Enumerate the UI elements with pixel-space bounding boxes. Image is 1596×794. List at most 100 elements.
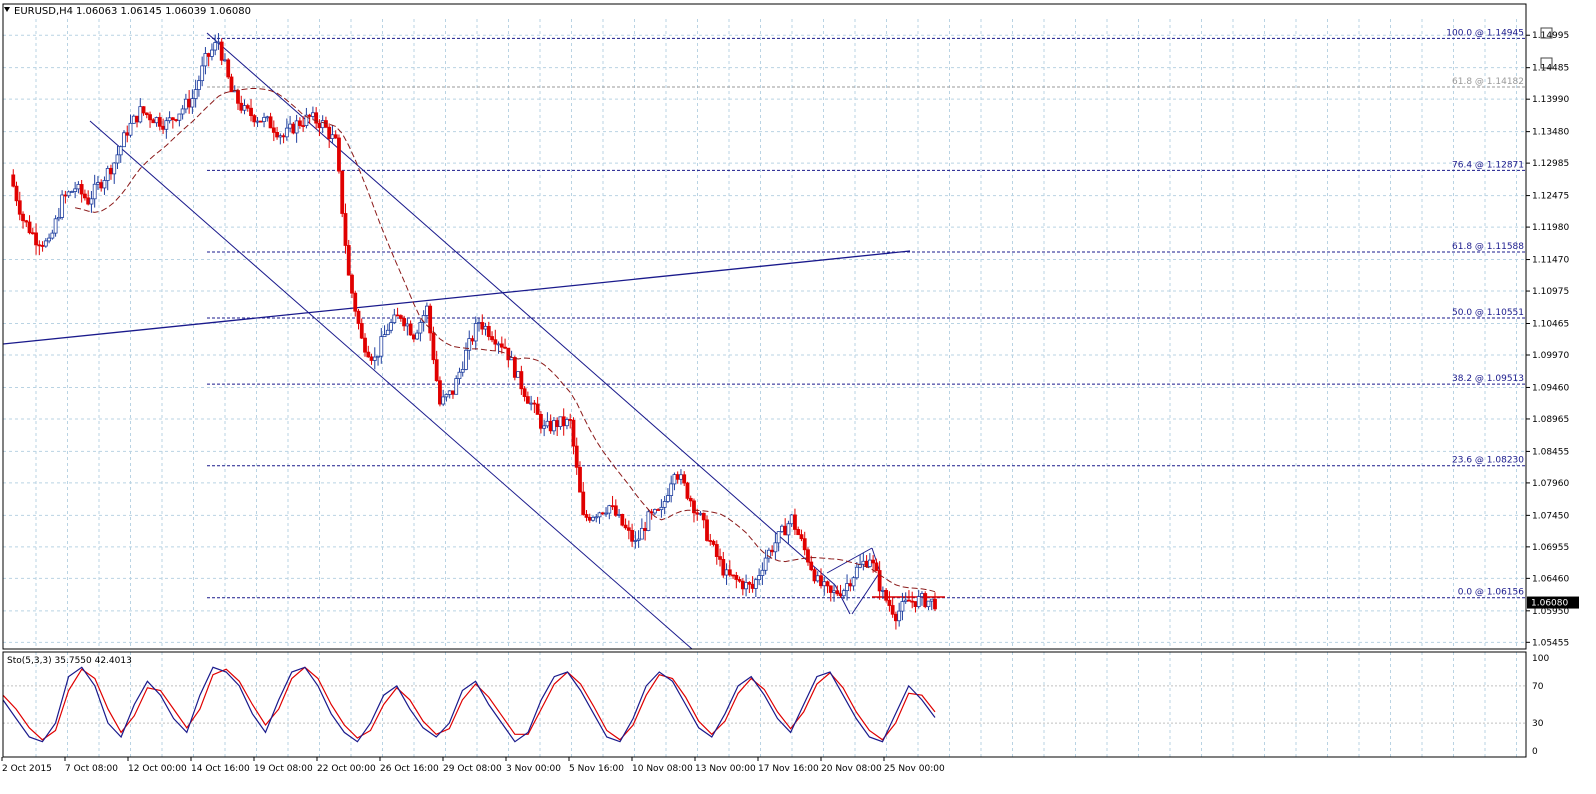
y-tick-label: 1.06955 — [1532, 543, 1569, 553]
candle-body — [21, 213, 25, 222]
candle-body — [148, 114, 152, 121]
mini-channel-upper — [826, 547, 873, 574]
candle-body — [789, 514, 794, 525]
candle-body — [50, 232, 55, 239]
candle-body — [288, 123, 293, 129]
candle-body — [69, 191, 74, 193]
candle-body — [434, 359, 439, 382]
candle-body — [17, 200, 22, 215]
candle-body — [411, 334, 416, 340]
candle-body — [89, 198, 94, 205]
candle-body — [27, 221, 32, 234]
candle-body — [802, 538, 807, 551]
candle-body — [633, 540, 638, 542]
candle-body — [812, 569, 817, 582]
candle-body — [125, 132, 130, 136]
candle-body — [604, 512, 608, 515]
x-tick-label: 22 Oct 00:00 — [317, 764, 376, 774]
candle-body — [594, 516, 599, 519]
candle-body — [682, 474, 687, 484]
candle-body — [600, 512, 605, 515]
candle-body — [343, 213, 348, 246]
moving-average — [74, 88, 936, 593]
candle-body — [105, 168, 110, 181]
candle-body — [548, 420, 553, 432]
fib-label: 61.8 @ 1.14182 — [1452, 77, 1524, 87]
candle-body — [324, 120, 328, 128]
candle-body — [444, 394, 449, 398]
y-tick-label: 1.11980 — [1532, 223, 1569, 233]
candle-body — [887, 599, 892, 606]
candle-body — [483, 325, 488, 330]
x-tick-label: 12 Oct 00:00 — [128, 764, 187, 774]
fib-label: 76.4 @ 1.12871 — [1452, 160, 1524, 170]
candle-body — [659, 506, 664, 510]
candle-body — [516, 371, 520, 378]
candle-body — [451, 390, 455, 395]
candle-body — [525, 396, 530, 404]
candle-body — [297, 120, 302, 126]
candle-body — [806, 549, 810, 563]
y-tick-label: 1.05455 — [1532, 638, 1569, 648]
y-tick-label: 1.13480 — [1532, 128, 1569, 138]
candle-body — [649, 511, 654, 514]
candle-body — [40, 245, 45, 247]
scale-fix-icon — [1540, 57, 1553, 69]
candle-body — [337, 137, 341, 172]
collapse-triangle-icon[interactable] — [4, 7, 10, 12]
candle-body — [848, 583, 853, 587]
candle-body — [916, 596, 921, 607]
candle-body — [431, 332, 436, 361]
candle-body — [734, 575, 739, 580]
sto-tick-label: 100 — [1532, 654, 1549, 664]
panel-frames — [2, 3, 1553, 758]
candle-body — [578, 466, 582, 493]
sto-tick-label: 0 — [1532, 747, 1538, 757]
candle-body — [552, 420, 556, 432]
candle-body — [496, 343, 501, 346]
fib-label: 23.6 @ 1.08230 — [1452, 456, 1524, 466]
candle-body — [239, 102, 244, 111]
sto-signal-line — [2, 666, 936, 741]
mini-channel-lower — [851, 571, 881, 615]
x-tick-label: 5 Nov 16:00 — [569, 764, 624, 774]
candle-body — [203, 53, 208, 67]
candle-body — [183, 98, 188, 110]
sto-panel-frame — [2, 651, 1527, 758]
main-panel-frame — [2, 3, 1527, 650]
candle-body — [275, 132, 279, 138]
rising-trendline — [2, 250, 911, 345]
candle-body — [441, 396, 446, 405]
candle-body — [851, 577, 856, 587]
candle-body — [565, 419, 569, 427]
candle-body — [161, 125, 165, 130]
candle-body — [864, 560, 869, 567]
candle-body — [766, 549, 771, 559]
candle-body — [421, 315, 426, 323]
candle-body — [314, 112, 319, 124]
candle-body — [294, 120, 299, 134]
fib-label: 100.0 @ 1.14945 — [1446, 28, 1524, 38]
sto-tick-label: 70 — [1532, 682, 1544, 692]
candle-body — [656, 509, 661, 511]
candle-body — [30, 232, 35, 235]
candle-body — [262, 117, 266, 122]
x-tick-label: 20 Nov 08:00 — [821, 764, 882, 774]
candle-body — [867, 559, 872, 567]
candle-body — [522, 388, 527, 398]
candle-body — [96, 182, 100, 185]
candle-body — [115, 154, 120, 164]
candle-body — [350, 274, 354, 294]
candle-body — [698, 512, 703, 515]
candle-body — [832, 590, 836, 593]
candle-body — [933, 598, 937, 610]
candle-body — [92, 183, 97, 200]
candle-body — [750, 583, 755, 589]
candle-body — [574, 445, 579, 468]
candle-body — [490, 336, 494, 341]
candle-body — [99, 182, 104, 189]
candle-body — [708, 540, 713, 542]
candle-body — [219, 41, 224, 61]
candle-body — [402, 318, 407, 327]
